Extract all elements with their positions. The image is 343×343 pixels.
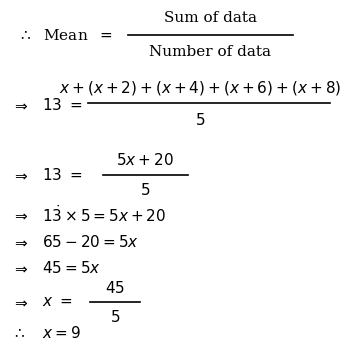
Text: $\therefore$: $\therefore$ (12, 326, 26, 341)
Text: $45$: $45$ (105, 280, 125, 296)
Text: $\Rightarrow$: $\Rightarrow$ (12, 208, 29, 223)
Text: $\Rightarrow$: $\Rightarrow$ (12, 260, 29, 275)
Text: $x+(x+2)+(x+4)+(x+6)+(x+8)$: $x+(x+2)+(x+4)+(x+6)+(x+8)$ (59, 79, 341, 97)
Text: Sum of data: Sum of data (164, 11, 257, 25)
Text: Number of data: Number of data (149, 45, 271, 59)
Text: $45 = 5x$: $45 = 5x$ (42, 260, 101, 276)
Text: $x\ =$: $x\ =$ (42, 295, 72, 309)
Text: $5$: $5$ (140, 182, 150, 198)
Text: $1\dot{3} \times 5 = 5x + 20$: $1\dot{3} \times 5 = 5x + 20$ (42, 204, 166, 225)
Text: $x = 9$: $x = 9$ (42, 325, 81, 341)
Text: $5$: $5$ (110, 309, 120, 325)
Text: $13\ =$: $13\ =$ (42, 97, 82, 113)
Text: $\Rightarrow$: $\Rightarrow$ (12, 295, 29, 309)
Text: $\Rightarrow$: $\Rightarrow$ (12, 235, 29, 249)
Text: $65 - 20 = 5x$: $65 - 20 = 5x$ (42, 234, 139, 250)
Text: $5x+20$: $5x+20$ (116, 152, 174, 168)
Text: $\Rightarrow$: $\Rightarrow$ (12, 97, 29, 113)
Text: $13\ =$: $13\ =$ (42, 167, 82, 183)
Text: $\therefore$  Mean  $=$: $\therefore$ Mean $=$ (18, 27, 113, 43)
Text: $\Rightarrow$: $\Rightarrow$ (12, 167, 29, 182)
Text: $5$: $5$ (195, 112, 205, 128)
